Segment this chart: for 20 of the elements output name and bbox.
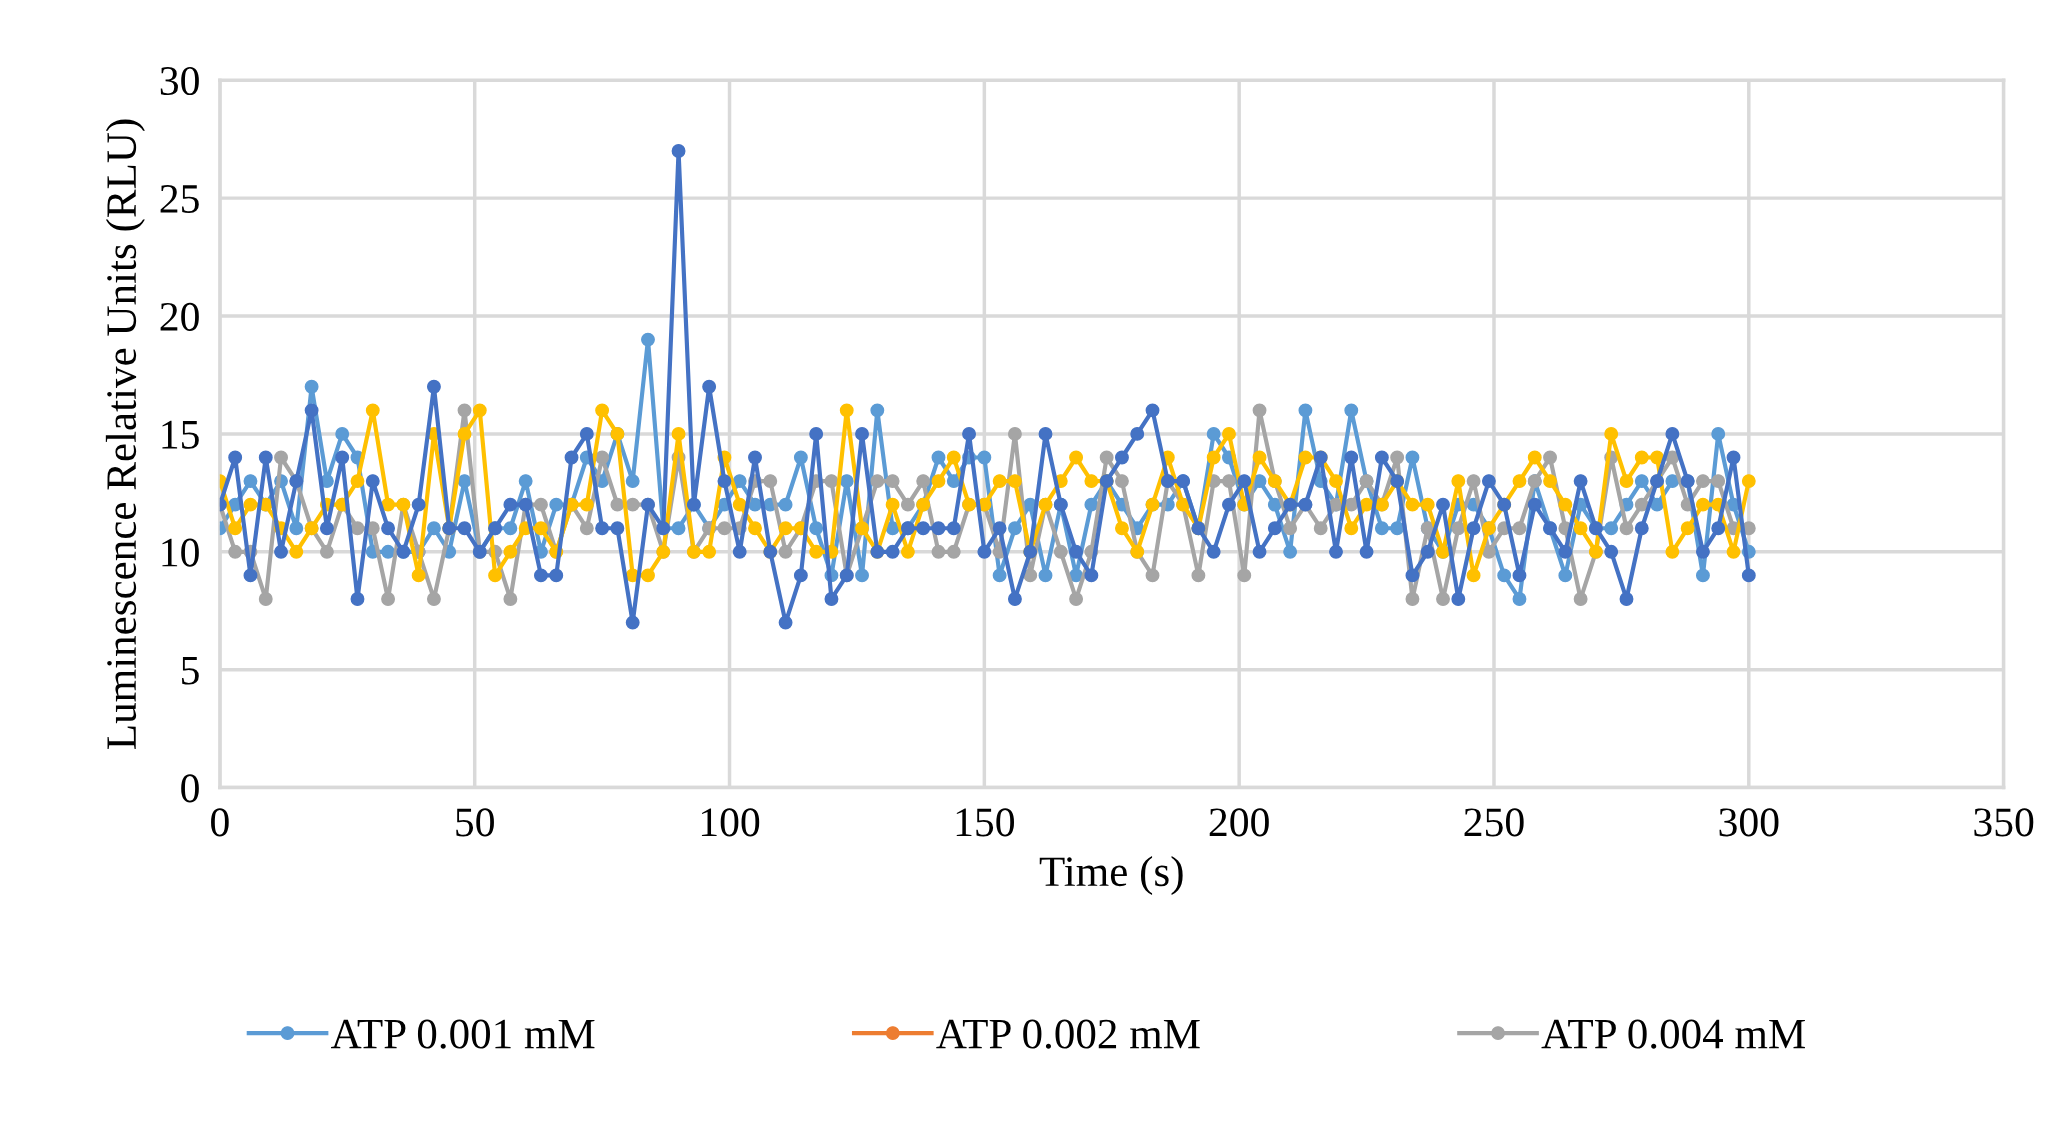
y-tick-label: 20 [160, 302, 199, 331]
x-tick-label: 250 [1464, 808, 1524, 837]
y-tick-label: 10 [162, 538, 199, 567]
y-tick-label: 0 [181, 774, 199, 803]
x-tick-label: 200 [1209, 808, 1269, 837]
y-tick-label: 15 [162, 420, 199, 449]
legend-label: ATP 0.002 mM [936, 1019, 1200, 1049]
y-tick-label: 25 [160, 184, 199, 213]
y-tick-label: 30 [160, 66, 199, 96]
x-axis-title: Time (s) [1039, 855, 1183, 895]
legend-label: ATP 0.001 mM [331, 1019, 595, 1049]
x-tick-label: 300 [1719, 808, 1779, 837]
x-tick-label: 350 [1974, 808, 2034, 837]
x-tick-label: 0 [211, 808, 229, 837]
y-axis-title: Luminescence Relative Units (RLU) [105, 119, 145, 749]
x-tick-label: 150 [956, 808, 1015, 837]
y-tick-label: 5 [182, 656, 199, 685]
x-tick-label: 50 [456, 808, 494, 837]
x-tick-label: 100 [701, 808, 760, 837]
legend-label: ATP 0.004 mM [1541, 1019, 1805, 1049]
